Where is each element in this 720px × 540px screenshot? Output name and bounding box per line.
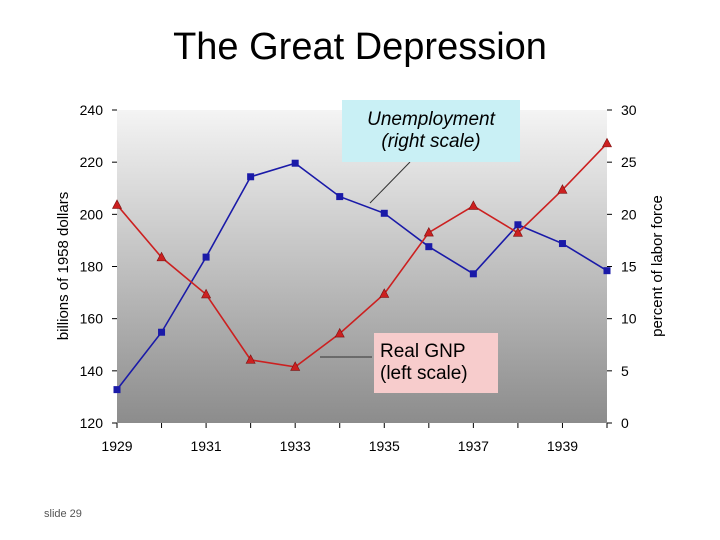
gnp-point <box>423 226 434 237</box>
right-axis-label: percent of labor force <box>649 195 666 337</box>
unemployment-callout: Unemployment (right scale) <box>342 100 520 162</box>
x-tick-label: 1937 <box>458 438 489 454</box>
x-tick-label: 1931 <box>191 438 222 454</box>
gnp-callout-line1: Real GNP <box>380 341 466 362</box>
unemployment-point <box>291 159 299 167</box>
right-tick-label: 30 <box>621 102 637 118</box>
right-tick-label: 25 <box>621 154 637 170</box>
left-axis-label: billions of 1958 dollars <box>55 192 72 340</box>
left-tick-label: 180 <box>80 259 104 275</box>
left-tick-label: 160 <box>80 311 104 327</box>
right-tick-label: 10 <box>621 311 637 327</box>
left-tick-label: 120 <box>80 415 104 431</box>
unemployment-point <box>603 267 611 275</box>
gnp-point <box>468 200 479 210</box>
series-group <box>112 137 612 394</box>
left-tick-label: 220 <box>80 154 104 170</box>
gnp-point <box>512 227 523 237</box>
gnp-line <box>116 142 608 368</box>
right-tick-label: 5 <box>621 363 629 379</box>
unemployment-point <box>336 193 344 201</box>
unemployment-callout-line1: Unemployment <box>367 109 495 130</box>
unemployment-point <box>469 270 477 278</box>
x-tick-label: 1933 <box>280 438 311 454</box>
left-tick-label: 200 <box>80 206 104 222</box>
x-tick-label: 1939 <box>547 438 578 454</box>
gnp-callout-line2: (left scale) <box>380 363 468 384</box>
left-tick-label: 240 <box>80 102 104 118</box>
slide-number: slide 29 <box>44 508 82 520</box>
left-tick-label: 140 <box>80 363 104 379</box>
x-tick-label: 1929 <box>101 438 132 454</box>
gnp-point <box>290 361 301 371</box>
right-tick-label: 20 <box>621 206 637 222</box>
unemployment-point <box>158 328 166 336</box>
gnp-point <box>112 199 122 209</box>
x-tick-label: 1935 <box>369 438 400 454</box>
gnp-point <box>557 184 568 194</box>
slide-title: The Great Depression <box>173 26 547 68</box>
gnp-point <box>245 354 256 364</box>
unemployment-point <box>425 243 433 251</box>
unemployment-point <box>514 221 522 229</box>
unemployment-point <box>202 253 210 261</box>
gnp-point <box>156 251 167 262</box>
unemployment-point <box>380 209 388 217</box>
unemployment-point <box>558 240 566 248</box>
gnp-point <box>379 288 390 298</box>
unemployment-leader-line <box>369 161 411 204</box>
gnp-callout: Real GNP (left scale) <box>374 333 498 393</box>
callout-leader-lines <box>320 161 411 358</box>
unemployment-callout-line2: (right scale) <box>381 131 481 152</box>
plot-area <box>117 110 607 423</box>
unemployment-point <box>247 173 255 181</box>
unemployment-point <box>113 386 121 394</box>
right-tick-label: 0 <box>621 415 629 431</box>
gnp-point <box>602 137 612 148</box>
gnp-point <box>334 327 345 338</box>
right-tick-label: 15 <box>621 259 637 275</box>
unemployment-line <box>116 162 608 391</box>
gnp-point <box>201 288 212 299</box>
axes-group: 120 140 160 180 200 220 240 0 5 10 15 20 25 30 1929 193… <box>80 102 637 454</box>
